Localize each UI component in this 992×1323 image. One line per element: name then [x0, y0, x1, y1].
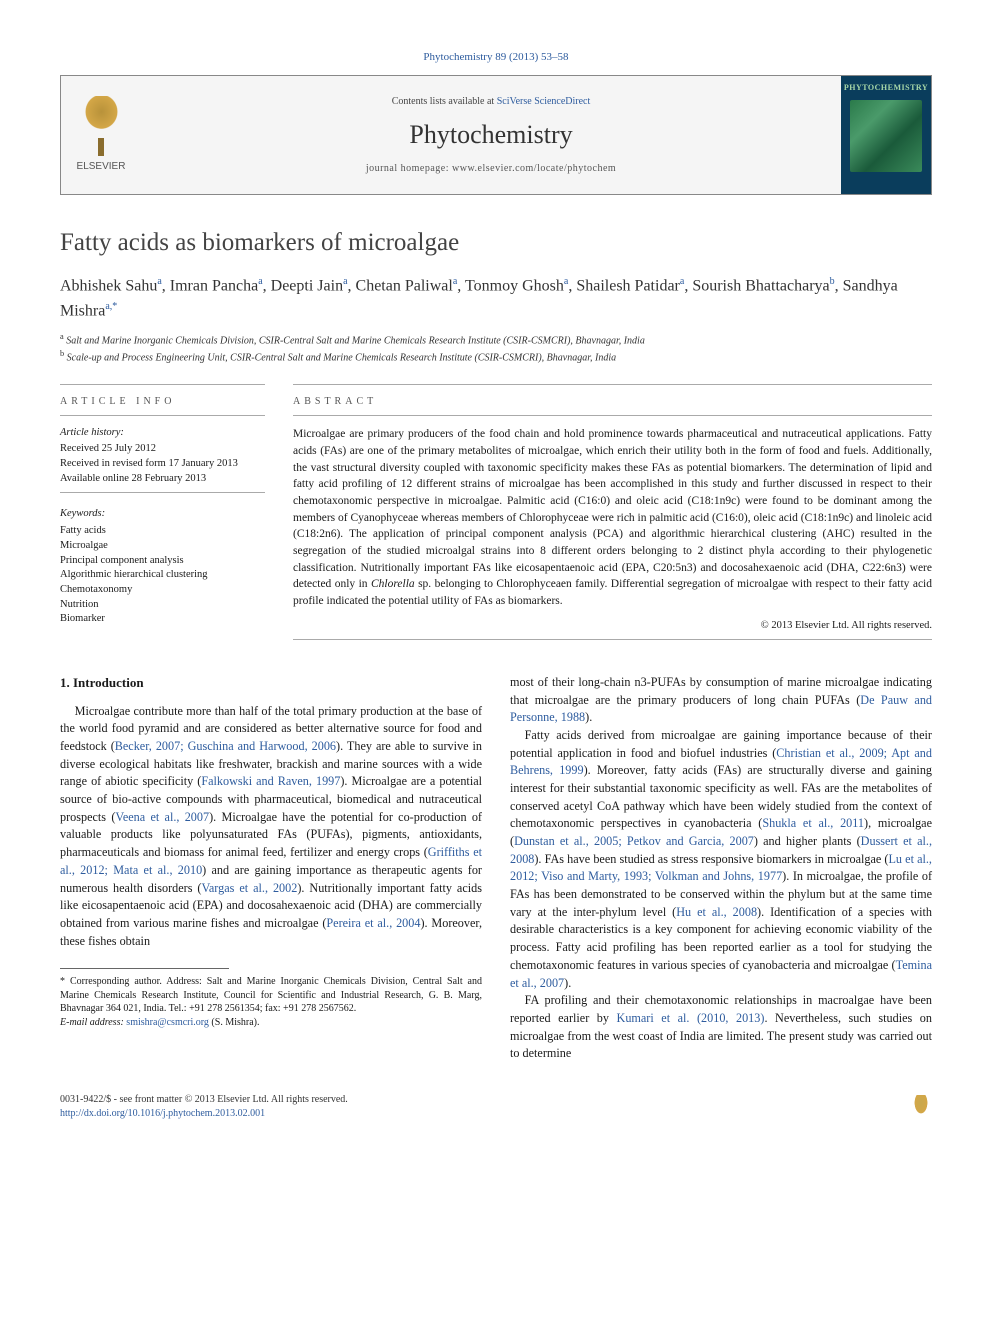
- cover-thumb: PHYTOCHEMISTRY: [841, 76, 931, 194]
- affiliation: a Salt and Marine Inorganic Chemicals Di…: [60, 331, 932, 348]
- article-title: Fatty acids as biomarkers of microalgae: [60, 225, 932, 260]
- contents-line: Contents lists available at SciVerse Sci…: [141, 95, 841, 109]
- title-block: Fatty acids as biomarkers of microalgae: [60, 225, 932, 260]
- keywords-label: Keywords:: [60, 507, 265, 522]
- contents-prefix: Contents lists available at: [392, 96, 497, 107]
- keyword: Nutrition: [60, 598, 265, 613]
- divider: [60, 492, 265, 493]
- affil-text: Salt and Marine Inorganic Chemicals Divi…: [66, 335, 645, 346]
- email-suffix: (S. Mishra).: [211, 1017, 259, 1028]
- history-item: Received in revised form 17 January 2013: [60, 457, 265, 472]
- cover-title: PHYTOCHEMISTRY: [844, 82, 928, 93]
- footnote-rule: [60, 968, 229, 969]
- publisher-logo-block: ELSEVIER: [61, 76, 141, 194]
- journal-name: Phytochemistry: [141, 117, 841, 153]
- running-head: Phytochemistry 89 (2013) 53–58: [60, 50, 932, 65]
- body-columns: 1. Introduction Microalgae contribute mo…: [60, 674, 932, 1063]
- history-label: Article history:: [60, 426, 265, 441]
- keyword: Algorithmic hierarchical clustering: [60, 568, 265, 583]
- page-root: Phytochemistry 89 (2013) 53–58 ELSEVIER …: [0, 0, 992, 1161]
- abstract-text: Microalgae are primary producers of the …: [293, 426, 932, 609]
- cover-image-icon: [850, 100, 922, 172]
- keyword: Biomarker: [60, 612, 265, 627]
- affiliation: b Scale-up and Process Engineering Unit,…: [60, 348, 932, 365]
- contents-link[interactable]: SciVerse ScienceDirect: [497, 96, 591, 107]
- history-block: Article history: Received 25 July 2012 R…: [60, 426, 265, 487]
- abstract-label: ABSTRACT: [293, 395, 932, 410]
- email-label: E-mail address:: [60, 1017, 124, 1028]
- keyword: Microalgae: [60, 539, 265, 554]
- history-item: Received 25 July 2012: [60, 442, 265, 457]
- meta-row: ARTICLE INFO Article history: Received 2…: [60, 384, 932, 650]
- keyword: Principal component analysis: [60, 554, 265, 569]
- keyword: Fatty acids: [60, 524, 265, 539]
- doi-link[interactable]: http://dx.doi.org/10.1016/j.phytochem.20…: [60, 1107, 348, 1121]
- footer-row: 0031-9422/$ - see front matter © 2013 El…: [60, 1093, 932, 1121]
- footnote-corr: * Corresponding author. Address: Salt an…: [60, 976, 482, 1014]
- divider: [293, 415, 932, 416]
- publisher-label: ELSEVIER: [77, 160, 126, 174]
- divider: [60, 415, 265, 416]
- journal-banner: ELSEVIER Contents lists available at Sci…: [60, 75, 932, 195]
- email-link[interactable]: smishra@csmcri.org: [126, 1017, 209, 1028]
- info-label: ARTICLE INFO: [60, 395, 265, 409]
- affil-text: Scale-up and Process Engineering Unit, C…: [67, 353, 616, 364]
- body-para: most of their long-chain n3-PUFAs by con…: [510, 674, 932, 727]
- homepage-prefix: journal homepage:: [366, 163, 452, 174]
- article-info: ARTICLE INFO Article history: Received 2…: [60, 384, 265, 650]
- copyright: © 2013 Elsevier Ltd. All rights reserved…: [293, 618, 932, 633]
- author-list: Abhishek Sahua, Imran Panchaa, Deepti Ja…: [60, 274, 932, 323]
- affiliation-list: a Salt and Marine Inorganic Chemicals Di…: [60, 331, 932, 366]
- keyword: Chemotaxonomy: [60, 583, 265, 598]
- issn-block: 0031-9422/$ - see front matter © 2013 El…: [60, 1093, 348, 1121]
- body-para: Microalgae contribute more than half of …: [60, 703, 482, 951]
- issn-line: 0031-9422/$ - see front matter © 2013 El…: [60, 1093, 348, 1107]
- section-heading: 1. Introduction: [60, 674, 482, 693]
- body-para: Fatty acids derived from microalgae are …: [510, 727, 932, 992]
- elsevier-tree-icon: [74, 96, 129, 156]
- elsevier-small-icon: [910, 1095, 932, 1121]
- homepage-url[interactable]: www.elsevier.com/locate/phytochem: [452, 163, 616, 174]
- homepage-line: journal homepage: www.elsevier.com/locat…: [141, 162, 841, 176]
- body-para: FA profiling and their chemotaxonomic re…: [510, 992, 932, 1063]
- banner-center: Contents lists available at SciVerse Sci…: [141, 76, 841, 194]
- corresponding-footnote: * Corresponding author. Address: Salt an…: [60, 975, 482, 1029]
- abstract-block: ABSTRACT Microalgae are primary producer…: [293, 384, 932, 650]
- keywords-block: Keywords: Fatty acids Microalgae Princip…: [60, 507, 265, 627]
- history-item: Available online 28 February 2013: [60, 472, 265, 487]
- divider: [293, 639, 932, 640]
